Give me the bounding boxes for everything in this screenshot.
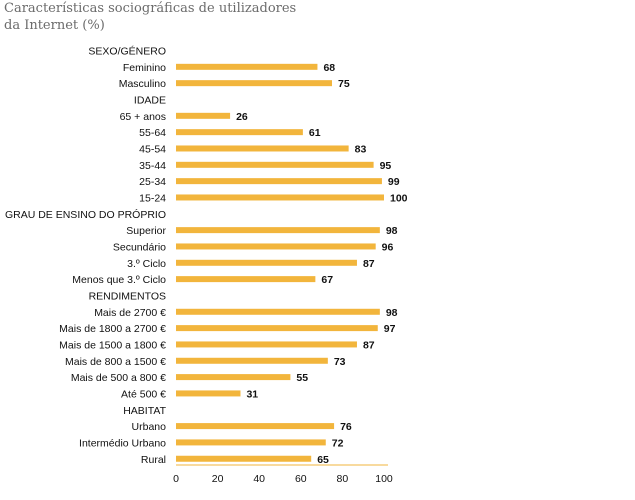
bar xyxy=(176,276,316,283)
bar xyxy=(176,243,376,250)
x-tick-label: 80 xyxy=(337,473,349,485)
category-label: Secundário xyxy=(113,241,166,253)
category-label: 45-54 xyxy=(139,143,166,155)
bar xyxy=(176,129,303,136)
data-label: 87 xyxy=(363,258,375,270)
bar xyxy=(176,145,349,152)
category-label: Superior xyxy=(126,225,166,237)
bar xyxy=(176,194,384,201)
bar xyxy=(176,227,380,234)
bar xyxy=(176,178,382,185)
data-label: 31 xyxy=(246,388,258,400)
data-label: 96 xyxy=(382,241,394,253)
data-label: 73 xyxy=(334,356,346,368)
category-label: 55-64 xyxy=(139,127,166,139)
x-tick-label: 0 xyxy=(173,473,179,485)
category-label: 65 + anos xyxy=(120,111,166,123)
category-label: 25-34 xyxy=(139,176,166,188)
category-label: Feminino xyxy=(123,62,166,74)
data-label: 75 xyxy=(338,78,350,90)
data-label: 68 xyxy=(323,62,335,74)
chart-title: Características sociográficas de utiliza… xyxy=(4,1,297,33)
data-label: 98 xyxy=(386,307,398,319)
category-label: Até 500 € xyxy=(121,388,166,400)
category-label: Menos que 3.º Ciclo xyxy=(72,274,166,286)
bar xyxy=(176,259,357,266)
data-label: 98 xyxy=(386,225,398,237)
category-label: Mais de 2700 € xyxy=(94,307,166,319)
category-label: Mais de 800 a 1500 € xyxy=(65,356,166,368)
group-header: IDADE xyxy=(134,94,166,106)
bar xyxy=(176,161,374,168)
bar xyxy=(176,325,378,332)
category-label: Rural xyxy=(141,454,166,466)
data-label: 97 xyxy=(384,323,396,335)
data-label: 65 xyxy=(317,454,329,466)
data-label: 76 xyxy=(340,421,352,433)
bar xyxy=(176,455,312,462)
data-label: 67 xyxy=(321,274,333,286)
category-label: 15-24 xyxy=(139,192,166,204)
x-tick-label: 60 xyxy=(295,473,307,485)
bar xyxy=(176,423,335,430)
category-label: Intermédio Urbano xyxy=(79,437,166,449)
data-label: 99 xyxy=(388,176,400,188)
x-axis-ticks: 0 20 40 60 80 100 xyxy=(173,473,393,485)
chart-rows: SEXO/GÉNERO Feminino 68 Masculino 75 IDADE 65 … xyxy=(5,45,408,466)
bar xyxy=(176,390,241,397)
data-label: 95 xyxy=(380,160,392,172)
category-label: Urbano xyxy=(132,421,167,433)
category-label: Mais de 500 a 800 € xyxy=(71,372,166,384)
bar xyxy=(176,341,357,348)
category-label: 35-44 xyxy=(139,160,166,172)
bar xyxy=(176,63,318,70)
category-label: Masculino xyxy=(119,78,166,90)
data-label: 83 xyxy=(355,143,367,155)
data-label: 61 xyxy=(309,127,321,139)
group-header: GRAU DE ENSINO DO PRÓPRIO xyxy=(5,208,166,221)
bar xyxy=(176,80,332,87)
bar xyxy=(176,374,291,381)
group-header: SEXO/GÉNERO xyxy=(88,45,166,58)
category-label: 3.º Ciclo xyxy=(127,258,166,270)
bar xyxy=(176,439,326,446)
data-label: 26 xyxy=(236,111,248,123)
bar xyxy=(176,357,328,364)
category-label: Mais de 1800 a 2700 € xyxy=(59,323,166,335)
group-header: HABITAT xyxy=(123,405,166,417)
x-tick-label: 40 xyxy=(253,473,265,485)
data-label: 87 xyxy=(363,339,375,351)
bar xyxy=(176,308,380,315)
group-header: RENDIMENTOS xyxy=(89,290,166,302)
data-label: 72 xyxy=(332,437,344,449)
bar xyxy=(176,112,231,119)
x-tick-label: 100 xyxy=(375,473,393,485)
category-label: Mais de 1500 a 1800 € xyxy=(59,339,166,351)
x-tick-label: 20 xyxy=(212,473,224,485)
data-label: 55 xyxy=(296,372,308,384)
data-label: 100 xyxy=(390,192,408,204)
